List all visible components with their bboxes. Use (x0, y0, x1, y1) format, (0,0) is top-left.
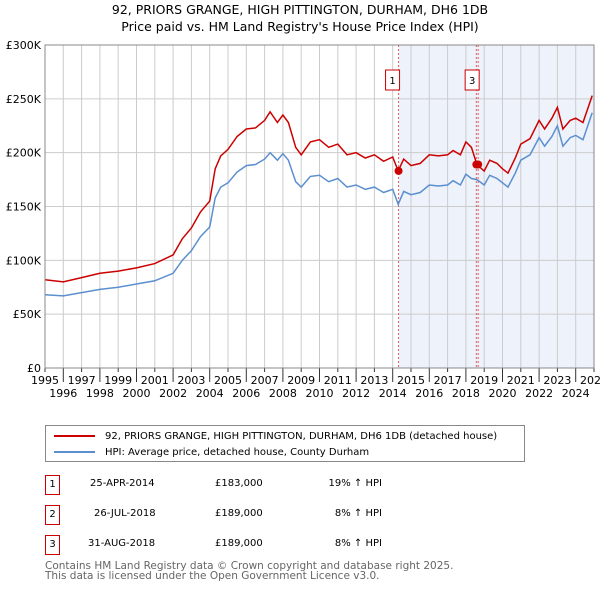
x-tick-label: 2005 (214, 374, 242, 387)
x-tick-label: 2021 (507, 374, 535, 387)
chart-title: 92, PRIORS GRANGE, HIGH PITTINGTON, DURH… (111, 2, 489, 17)
footer: Contains HM Land Registry data © Crown c… (45, 560, 454, 582)
y-tick-label: £100K (6, 254, 42, 267)
series-line (44, 112, 593, 297)
footer-licence: This data is licensed under the Open Gov… (45, 570, 380, 582)
y-tick-label: £50K (13, 308, 42, 321)
x-tick-label: 2011 (324, 374, 352, 387)
x-tick-label: 2010 (306, 387, 334, 400)
sale-date: 31-AUG-2018 (88, 538, 156, 549)
x-tick-label: 2009 (287, 374, 315, 387)
sale-label-box (385, 69, 401, 91)
sale-row: 2 26-JUL-2018 £189,000 8% ↑ HPI (45, 505, 545, 525)
sale-price: £189,000 (215, 508, 263, 519)
x-tick-label: 1998 (86, 387, 114, 400)
sale-label: 1 (389, 76, 395, 87)
x-tick-label: 2008 (269, 387, 297, 400)
x-tick-label: 2017 (434, 374, 462, 387)
sale-marker-number: 3 (45, 535, 60, 555)
x-tick-label: 2013 (360, 374, 388, 387)
x-tick-label: 2019 (470, 374, 498, 387)
sale-label-box (464, 69, 480, 91)
x-tick-label: 2022 (525, 387, 553, 400)
x-tick-label: 2001 (141, 374, 169, 387)
x-tick-label: 2024 (562, 387, 590, 400)
y-tick-label: £300K (6, 39, 42, 52)
x-tick-label: 1997 (68, 374, 96, 387)
plot-border (44, 44, 595, 369)
legend-hpi-swatch (54, 451, 95, 453)
x-tick-label: 2003 (177, 374, 205, 387)
y-tick-label: £250K (6, 93, 42, 106)
x-tick-label: 1996 (49, 387, 77, 400)
chart-subtitle: Price paid vs. HM Land Registry's House … (121, 19, 479, 34)
sale-price: £183,000 (215, 478, 263, 489)
x-tick-label: 2014 (379, 387, 407, 400)
sale-point (394, 166, 403, 175)
x-tick-label: 2020 (489, 387, 517, 400)
sale-label: 3 (469, 76, 475, 87)
series-line (44, 95, 593, 283)
y-tick-label: £150K (6, 201, 42, 214)
y-tick-label: £0 (27, 362, 41, 375)
x-tick-label: 2007 (251, 374, 279, 387)
sale-marker-number: 2 (45, 505, 60, 525)
sale-hpi: 8% ↑ HPI (334, 538, 382, 549)
sale-date: 25-APR-2014 (90, 478, 155, 489)
footer-copyright: Contains HM Land Registry data © Crown c… (45, 560, 454, 572)
legend: 92, PRIORS GRANGE, HIGH PITTINGTON, DURH… (45, 425, 525, 462)
sale-point (474, 160, 483, 169)
x-tick-label: 2016 (415, 387, 443, 400)
x-tick-label: 2023 (543, 374, 571, 387)
x-tick-label: 2006 (232, 387, 260, 400)
sale-hpi: 19% ↑ HPI (328, 478, 382, 489)
sale-row: 3 31-AUG-2018 £189,000 8% ↑ HPI (45, 535, 545, 555)
sale-price: £189,000 (215, 538, 263, 549)
x-tick-label: 2002 (159, 387, 187, 400)
legend-property-label: 92, PRIORS GRANGE, HIGH PITTINGTON, DURH… (105, 430, 498, 442)
sale-date: 26-JUL-2018 (94, 508, 156, 519)
x-tick-label: 2012 (342, 387, 370, 400)
y-tick-label: £200K (6, 147, 42, 160)
x-tick-label: 2000 (123, 387, 151, 400)
line-chart: 1995199619971998199920002001200220032004… (6, 39, 600, 400)
legend-hpi-label: HPI: Average price, detached house, Coun… (105, 446, 370, 458)
sale-row: 1 25-APR-2014 £183,000 19% ↑ HPI (45, 475, 545, 495)
x-tick-label: 1995 (31, 374, 59, 387)
x-tick-label: 2025 (580, 374, 600, 387)
x-tick-label: 2018 (452, 387, 480, 400)
x-tick-label: 1999 (104, 374, 132, 387)
sale-marker-number: 1 (45, 475, 60, 495)
sale-hpi: 8% ↑ HPI (334, 508, 382, 519)
x-tick-label: 2004 (196, 387, 224, 400)
legend-property-swatch (54, 435, 95, 437)
x-tick-label: 2015 (397, 374, 425, 387)
